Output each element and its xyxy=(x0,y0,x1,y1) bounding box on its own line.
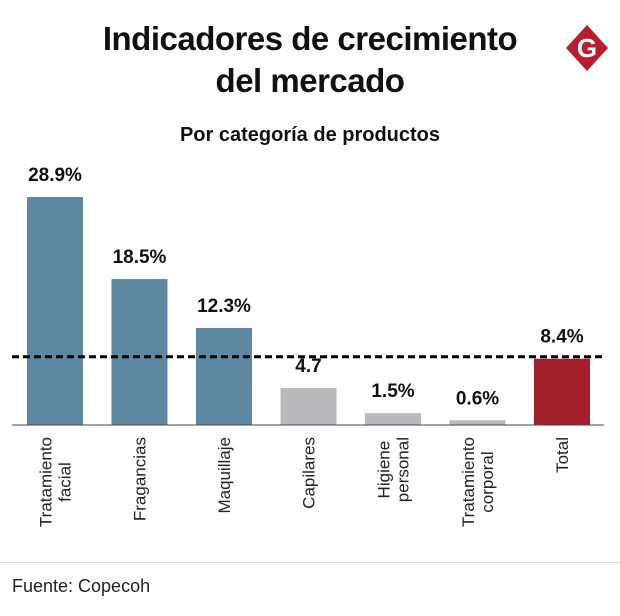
chart-subtitle: Por categoría de productos xyxy=(179,124,441,146)
chart-title-line-2: del mercado xyxy=(215,62,405,99)
chart-title: Indicadores de crecimiento del mercado xyxy=(60,18,560,102)
category-label-2: Maquillaje xyxy=(215,437,234,514)
value-label-3: 4.7 xyxy=(295,356,321,377)
category-label-5-line-0: Tratamiento xyxy=(459,437,478,527)
category-label-4: Higiene personal xyxy=(375,437,413,502)
bar-0 xyxy=(27,197,83,425)
value-labels-layer: 28.9% 18.5% 12.3% 4.7 1.5% 0.6% 8.4% xyxy=(28,165,584,409)
value-label-2: 12.3% xyxy=(197,296,251,317)
category-label-6-line-0: Total xyxy=(553,437,572,473)
category-label-1-line-0: Fragancias xyxy=(131,437,150,521)
value-label-4: 1.5% xyxy=(371,381,414,402)
bar-4 xyxy=(365,413,421,425)
category-label-1: Fragancias xyxy=(131,437,150,521)
value-label-1: 18.5% xyxy=(113,247,167,268)
category-label-2-line-0: Maquillaje xyxy=(215,437,234,514)
category-label-0: Tratamiento facial xyxy=(37,437,75,527)
category-labels-layer: Tratamiento facial Fragancias Maquillaje Cap… xyxy=(37,437,573,527)
g-hexagon-logo-icon: G xyxy=(566,25,608,71)
value-label-6: 8.4% xyxy=(540,327,583,348)
source-note: Fuente: Copecoh xyxy=(12,576,151,596)
category-label-4-line-1: personal xyxy=(394,437,413,502)
value-label-5: 0.6% xyxy=(456,388,499,409)
category-label-5: Tratamiento corporal xyxy=(459,437,497,527)
bar-1 xyxy=(111,279,168,425)
category-label-3: Capilares xyxy=(300,437,319,509)
bar-5 xyxy=(449,420,506,425)
value-label-0: 28.9% xyxy=(28,165,82,186)
category-label-0-line-0: Tratamiento xyxy=(37,437,56,527)
chart-title-line-1: Indicadores de crecimiento xyxy=(102,20,518,57)
category-label-4-line-0: Higiene xyxy=(375,441,394,499)
category-label-5-line-1: corporal xyxy=(478,451,497,512)
category-label-3-line-0: Capilares xyxy=(300,437,319,509)
bar-3 xyxy=(280,387,337,425)
bar-6 xyxy=(534,358,590,425)
bar-2 xyxy=(196,327,252,425)
category-label-6: Total xyxy=(553,437,572,473)
category-label-0-line-1: facial xyxy=(56,462,75,502)
footer-divider xyxy=(0,562,620,563)
bar-chart: 28.9% 18.5% 12.3% 4.7 1.5% 0.6% 8.4% Tratamien… xyxy=(12,165,604,527)
bars-layer xyxy=(27,197,590,425)
logo-letter: G xyxy=(577,33,597,63)
